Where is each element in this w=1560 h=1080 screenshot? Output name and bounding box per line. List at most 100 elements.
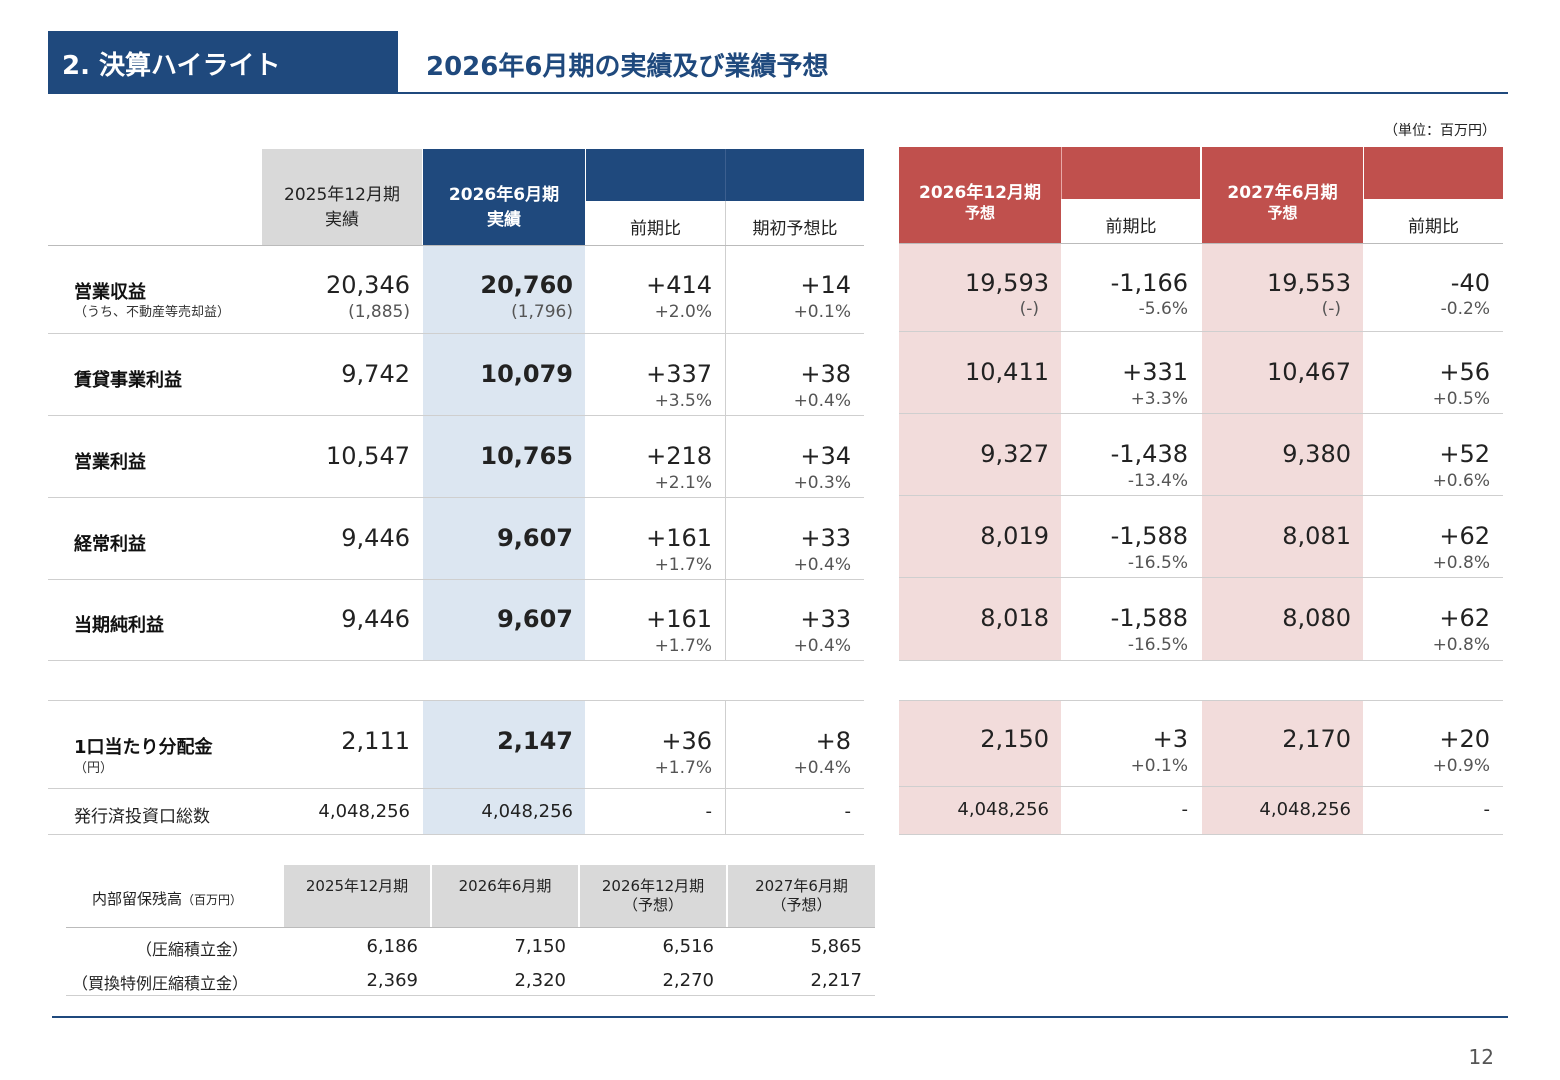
row-divider (48, 579, 864, 580)
plan-value: - (844, 801, 852, 822)
retained-title: 内部留保残高（百万円） (92, 888, 242, 909)
cur-value: 2,147 (497, 727, 573, 755)
retained-row-label: （買換特例圧縮積立金） (71, 974, 248, 993)
row-divider (48, 660, 864, 661)
f1-yoy-pct: +0.1% (1130, 756, 1188, 776)
f1-value: 2,150 (980, 725, 1049, 753)
row-divider (899, 834, 1503, 835)
yoy-pct: +2.1% (654, 473, 712, 493)
f2-value: 10,467 (1267, 358, 1351, 386)
retained-header-l1: 2027年6月期 (755, 877, 848, 895)
f2-period-header: 2027年6月期 (1227, 183, 1338, 203)
f2-type-header: 予想 (1267, 204, 1298, 222)
retained-title-unit: （百万円） (182, 893, 243, 907)
cur-value: 20,760 (480, 271, 573, 299)
f1-body-bg (899, 243, 1061, 661)
row-label: 営業利益 (74, 452, 146, 473)
retained-value: 2,217 (810, 970, 862, 991)
row-divider (48, 788, 864, 789)
retained-value: 2,270 (662, 970, 714, 991)
f2-yoy-value: -40 (1450, 269, 1490, 297)
vs-plan-header: 期初予想比 (752, 219, 838, 239)
section-label: 2. 決算ハイライト (48, 31, 398, 93)
plan-value: +8 (815, 727, 851, 755)
retained-value: 2,320 (514, 970, 566, 991)
col-separator (1200, 147, 1202, 199)
retained-header: 2025年12月期 (284, 865, 430, 927)
retained-header-l2: （予想） (622, 896, 683, 914)
cur-value: 9,607 (497, 524, 573, 552)
f2-yoy-value: +56 (1439, 358, 1490, 386)
f1-yoy-value: +3 (1152, 725, 1188, 753)
yoy-header: 前期比 (630, 219, 681, 239)
f1-header-bg (899, 147, 1061, 243)
cur-type-header: 実績 (487, 210, 521, 230)
f2-subvalue: (-) (1321, 299, 1341, 319)
row-divider (66, 995, 875, 996)
row-divider (48, 834, 864, 835)
plan-pct: +0.1% (793, 302, 851, 322)
page-number: 12 (1468, 1045, 1494, 1069)
retained-value: 2,369 (366, 970, 418, 991)
col-separator (1061, 147, 1062, 199)
row-sublabel: （うち、不動産等売却益） (74, 305, 231, 320)
retained-value: 6,516 (662, 936, 714, 957)
yoy-value: - (705, 801, 713, 822)
f2-yoy-value: - (1483, 799, 1491, 820)
retained-header: 2027年6月期 （予想） (728, 865, 875, 927)
f1-yoy-value: -1,588 (1110, 604, 1188, 632)
yoy-value: +36 (661, 727, 712, 755)
yoy-value: +161 (646, 605, 712, 633)
plan-value: +33 (800, 524, 851, 552)
f2-red-band (1364, 147, 1503, 199)
f2-value: 9,380 (1282, 440, 1351, 468)
f2-yoy-pct: +0.9% (1432, 756, 1490, 776)
cur-body-bg (423, 245, 585, 661)
f1-red-band (1062, 147, 1200, 199)
yoy-value: +161 (646, 524, 712, 552)
yoy-value: +218 (646, 442, 712, 470)
row-divider (48, 497, 864, 498)
f1-yoy-pct: -16.5% (1127, 635, 1188, 655)
row-divider (899, 413, 1503, 414)
f2-header-bg (1202, 147, 1363, 243)
f1-dist-bg (899, 701, 1061, 835)
f2-yoy-pct: -0.2% (1440, 299, 1490, 319)
plan-pct: +0.4% (793, 391, 851, 411)
row-divider (48, 245, 864, 246)
retained-header: 2026年12月期 （予想） (580, 865, 726, 927)
yoy-pct: +1.7% (654, 758, 712, 778)
retained-value: 5,865 (810, 936, 862, 957)
f2-yoy-pct: +0.8% (1432, 553, 1490, 573)
yoy-pct: +2.0% (654, 302, 712, 322)
row-divider (899, 786, 1503, 787)
retained-header-l2: （予想） (771, 896, 832, 914)
cur-value: 4,048,256 (481, 801, 573, 822)
plan-pct: +0.4% (793, 636, 851, 656)
plan-pct: +0.4% (793, 758, 851, 778)
col-separator (725, 701, 726, 835)
plan-value: +33 (800, 605, 851, 633)
retained-title-text: 内部留保残高 (92, 890, 183, 908)
row-label: 経常利益 (74, 534, 146, 555)
plan-value: +34 (800, 442, 851, 470)
cur-subvalue: (1,796) (511, 302, 573, 322)
f2-value: 19,553 (1267, 269, 1351, 297)
prev-value: 4,048,256 (318, 801, 410, 822)
plan-pct: +0.3% (793, 473, 851, 493)
retained-value: 6,186 (366, 936, 418, 957)
f2-yoy-header: 前期比 (1408, 217, 1459, 237)
f2-yoy-value: +20 (1439, 725, 1490, 753)
f2-value: 8,081 (1282, 522, 1351, 550)
row-divider (48, 700, 864, 701)
row-divider (899, 495, 1503, 496)
f2-yoy-pct: +0.6% (1432, 471, 1490, 491)
f1-yoy-value: -1,166 (1110, 269, 1188, 297)
f1-value: 10,411 (965, 358, 1049, 386)
f1-value: 9,327 (980, 440, 1049, 468)
prev-value: 9,446 (341, 524, 410, 552)
retained-header-l1: 2026年6月期 (458, 877, 552, 895)
f2-body-bg (1202, 243, 1363, 661)
f2-yoy-pct: +0.8% (1432, 635, 1490, 655)
row-label: 営業収益 (74, 282, 146, 303)
